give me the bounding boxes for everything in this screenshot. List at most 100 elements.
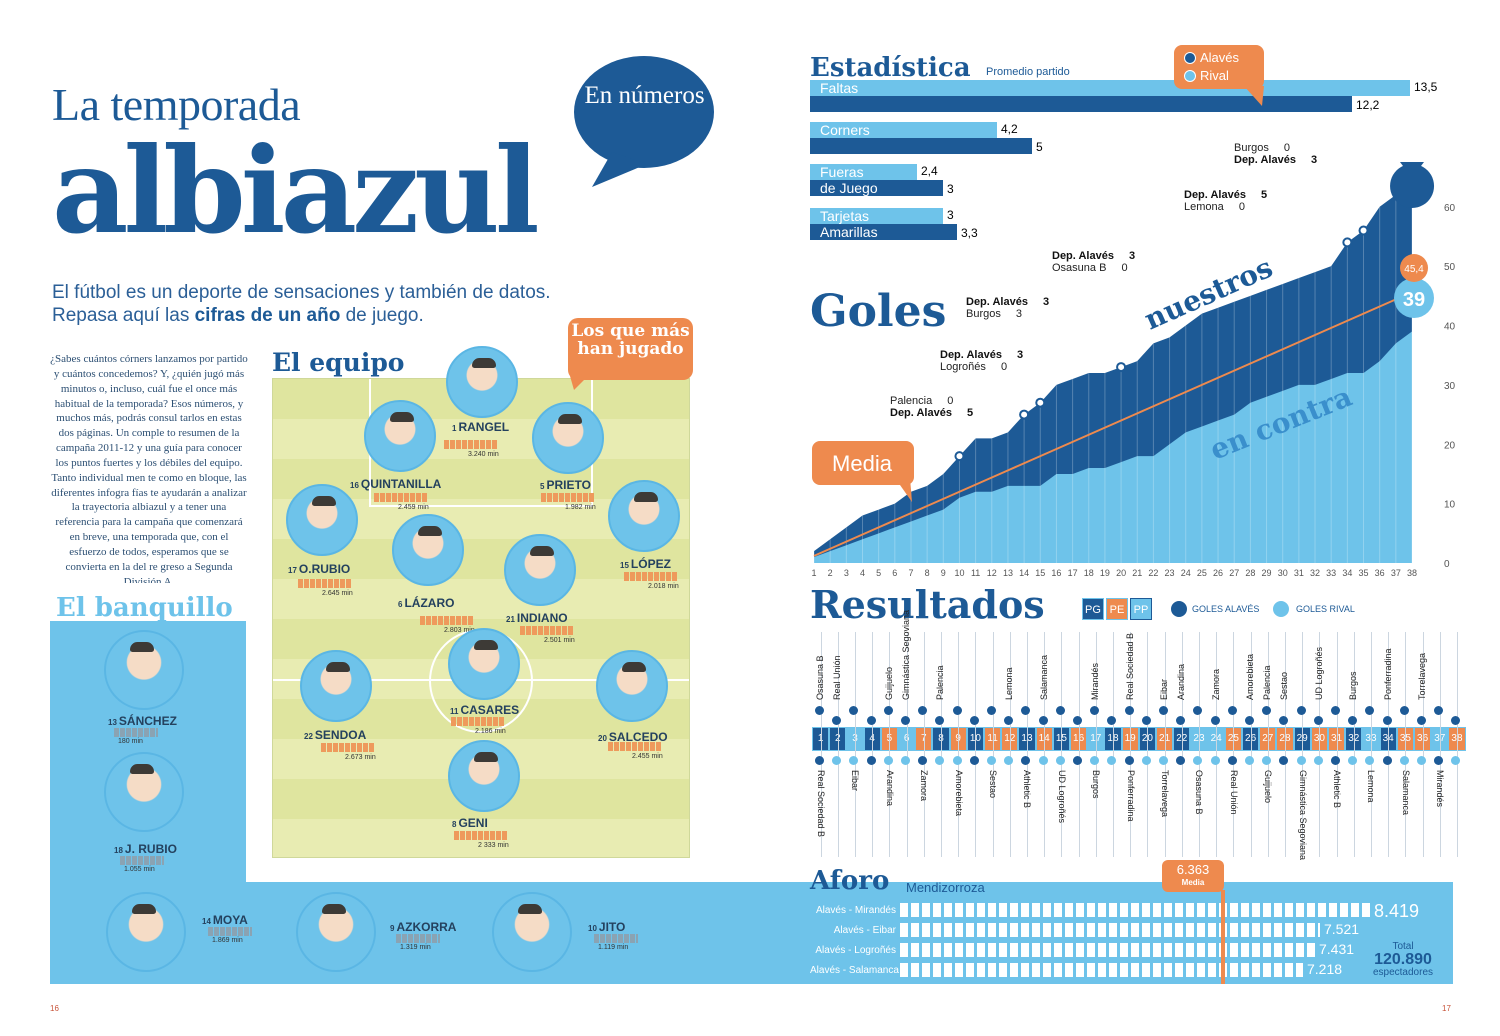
player-name: 11 CASARES	[450, 703, 519, 717]
x-tick-label: 10	[954, 568, 964, 578]
annotation-line: Osasuna B 0	[1052, 262, 1135, 274]
x-tick-label: 5	[876, 568, 881, 578]
bar-rival: Faltas	[810, 80, 1410, 96]
intro-bold: cifras de un año	[194, 304, 341, 326]
rival-team-bottom: Guijuelo	[1263, 770, 1274, 804]
player-name: 5 PRIETO	[540, 478, 591, 492]
goal-dot-rival	[1193, 756, 1203, 765]
y-tick-label: 30	[1444, 381, 1456, 392]
rival-team-top: Palencia	[935, 665, 946, 700]
goal-dot-rival	[1399, 756, 1409, 765]
x-tick-label: 20	[1116, 568, 1126, 578]
player-number: 1	[452, 424, 457, 433]
annotation-team: Lemona	[1184, 201, 1227, 213]
result-box: 32	[1346, 728, 1362, 750]
goal-dot-rival	[1262, 756, 1272, 765]
rival-team-top: Osasuna B	[815, 655, 825, 700]
goal-dot-alaves	[883, 706, 893, 715]
goal-dot-alaves	[1021, 706, 1031, 715]
player-name: 15 LÓPEZ	[620, 557, 671, 571]
rival-team-top: Ponferradina	[1382, 648, 1393, 700]
player-photo	[300, 650, 372, 722]
bench-minutes-bar	[114, 728, 158, 737]
goal-dot-alaves	[935, 716, 945, 725]
minutes-bar	[298, 579, 352, 588]
aforo-total: Total 120.890 espectadores	[1360, 942, 1446, 978]
result-box: 17	[1088, 728, 1104, 750]
annotation-score: 0	[1283, 142, 1291, 154]
bar-alaves-value: 3,3	[961, 226, 978, 240]
goal-dot-rival	[901, 756, 910, 765]
x-tick-label: 17	[1068, 568, 1078, 578]
match-guide-line	[1336, 632, 1338, 857]
goal-annotation: Burgos 0 Dep. Alavés 3	[1234, 142, 1317, 166]
legend-tail	[1244, 86, 1264, 106]
y-tick-label: 20	[1444, 440, 1456, 451]
people-bar	[900, 923, 1320, 937]
rival-team-bottom: Real Sociedad B	[816, 770, 826, 838]
area-en-contra	[814, 331, 1412, 563]
annotation-team: Logroñés	[940, 361, 989, 373]
result-box: 23	[1191, 728, 1207, 750]
x-tick-label: 19	[1100, 568, 1110, 578]
player-minutes: 2.455 min	[632, 753, 663, 760]
player-photo	[504, 534, 576, 606]
x-tick-label: 22	[1148, 568, 1158, 578]
minutes-bar	[454, 831, 508, 840]
match-guide-line	[1027, 632, 1028, 857]
player-minutes: 3.240 min	[468, 451, 499, 458]
x-tick-label: 4	[860, 568, 865, 578]
goal-dot-rival	[1141, 756, 1151, 765]
match-guide-line	[855, 632, 856, 857]
rival-team-top: Lemona	[1004, 667, 1015, 700]
player-number: 6	[398, 600, 403, 609]
player-minutes: 2.645 min	[322, 590, 353, 597]
player-name-text: PRIETO	[546, 478, 591, 492]
player-name: 1 RANGEL	[452, 420, 509, 434]
annotation-line: Dep. Alavés 5	[890, 407, 973, 419]
player-minutes: 2.501 min	[544, 637, 575, 644]
people-bar	[900, 903, 1370, 917]
annotation-team: Burgos	[1234, 142, 1272, 154]
rival-team-top: Real Sociedad B	[1124, 632, 1135, 700]
match-guide-line	[1216, 632, 1218, 857]
player-name-text: CASARES	[460, 703, 520, 717]
rival-team-top: Arandina	[1176, 663, 1187, 700]
goal-dot-alaves	[1055, 706, 1065, 715]
bench-minutes-bar	[208, 927, 252, 936]
aforo-media-value: 6.363	[1176, 862, 1210, 877]
result-box: 3	[847, 728, 863, 750]
banquillo-heading-bg	[50, 583, 246, 621]
x-tick-label: 23	[1165, 568, 1175, 578]
x-tick-label: 15	[1035, 568, 1045, 578]
annotation-team: Dep. Alavés	[966, 296, 1032, 308]
legend-pe: PE	[1106, 598, 1128, 620]
legend-pp: PP	[1130, 598, 1152, 620]
minutes-bar	[451, 717, 505, 726]
annotation-team: Palencia	[890, 395, 936, 407]
rival-team-bottom: Athletic B	[1332, 770, 1342, 809]
match-guide-line	[1233, 632, 1235, 857]
goal-dot-rival	[935, 756, 945, 765]
banquillo-heading: El banquillo	[56, 593, 233, 623]
x-tick-label: 14	[1019, 568, 1029, 578]
match-guide-line	[889, 632, 891, 857]
match-guide-line	[1388, 632, 1390, 857]
player-name-text: LÁZARO	[404, 596, 455, 610]
y-tick-label: 60	[1444, 203, 1456, 214]
goal-dot-alaves	[1296, 706, 1306, 715]
body-paragraph: ¿Sabes cuántos córners lanzamos por part…	[50, 353, 248, 588]
goal-annotation: Dep. Alavés 5 Lemona 0	[1184, 189, 1267, 213]
match-guide-line	[1267, 632, 1269, 857]
bench-name: 18 J. RUBIO	[114, 842, 177, 856]
total-unit: espectadores	[1372, 967, 1434, 978]
goal-dot-rival	[1348, 756, 1358, 765]
aforo-row: Alavés - Mirandés	[815, 905, 896, 916]
annotation-score: 3	[1043, 296, 1050, 308]
minutes-bar	[608, 742, 662, 751]
bench-number: 18	[114, 846, 123, 855]
x-tick-label: 29	[1262, 568, 1272, 578]
aforo-row: Alavés - Salamanca	[810, 965, 899, 976]
match-guide-line	[1095, 632, 1097, 857]
goal-dot-rival	[849, 756, 859, 765]
